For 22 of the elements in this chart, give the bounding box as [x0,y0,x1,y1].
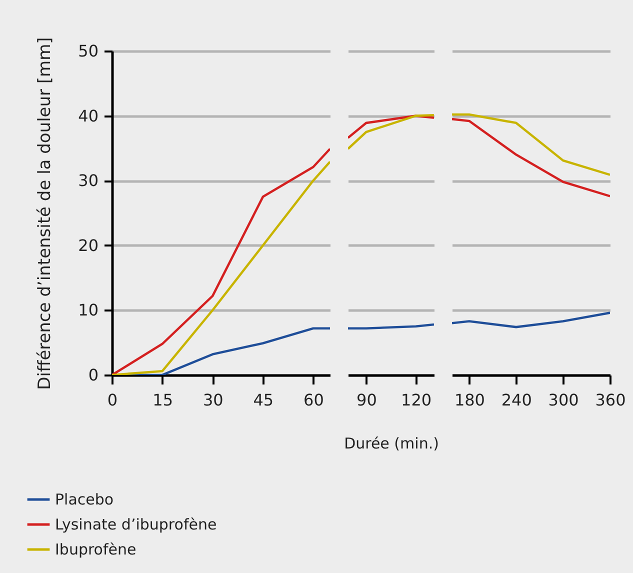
x-tick-label: 360 [595,390,626,410]
x-tick-label: 180 [454,390,485,410]
legend-label: Ibuprofène [55,540,136,558]
x-tick-label: 30 [202,390,224,410]
y-tick-label: 50 [78,42,98,60]
legend-label: Lysinate d’ibuprofène [55,516,217,534]
x-axis-title: Durée (min.) [344,434,439,452]
x-tick-label: 45 [253,390,274,410]
x-tick-label: 90 [356,390,377,410]
y-tick-label: 10 [78,300,98,320]
x-tick-label: 120 [401,390,432,410]
y-tick-label: 0 [88,366,98,384]
legend-label: Placebo [55,490,114,508]
x-tick-label: 15 [152,390,173,410]
x-tick-label: 300 [548,390,579,410]
y-tick-label: 30 [78,171,98,190]
y-tick-label: 20 [78,236,98,255]
x-tick-label: 0 [107,390,118,410]
y-tick-label: 40 [78,106,98,126]
y-axis-title: Différence d’intensité de la douleur [mm] [35,37,56,390]
x-tick-label: 60 [304,390,324,410]
x-tick-label: 240 [501,390,532,410]
